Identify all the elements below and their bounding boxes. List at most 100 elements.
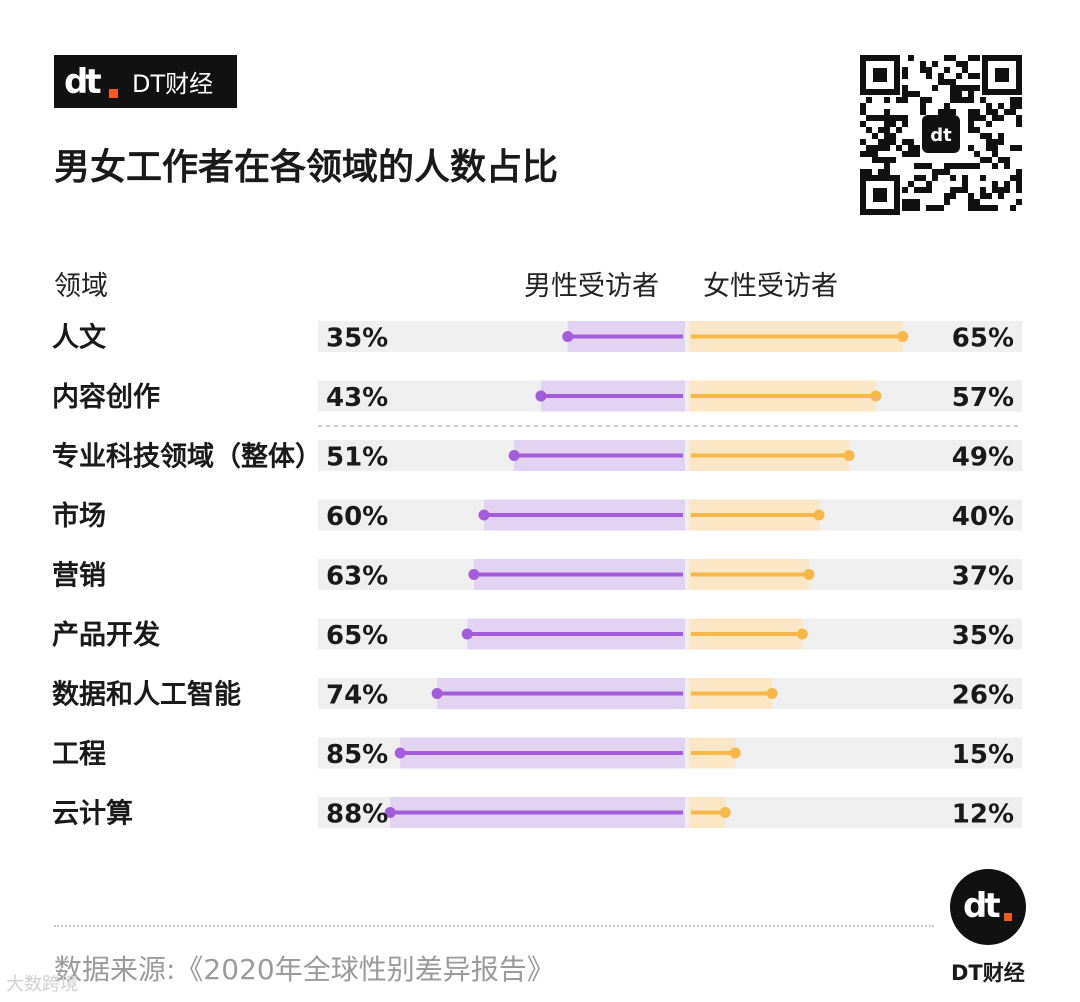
qr-module xyxy=(902,97,908,103)
qr-module xyxy=(974,127,980,133)
qr-module xyxy=(902,85,908,91)
qr-module xyxy=(950,175,956,181)
qr-module xyxy=(968,91,974,97)
qr-module xyxy=(914,175,920,181)
female-value-label: 57% xyxy=(952,383,1014,413)
category-label: 内容创作 xyxy=(52,381,160,413)
qr-module xyxy=(944,67,950,73)
qr-module xyxy=(938,73,944,79)
qr-module xyxy=(944,163,950,169)
qr-module xyxy=(884,121,890,127)
qr-module xyxy=(986,205,992,211)
qr-module xyxy=(1016,181,1022,187)
qr-module xyxy=(998,139,1004,145)
qr-module xyxy=(980,133,986,139)
qr-module xyxy=(926,163,932,169)
qr-module xyxy=(914,91,920,97)
male-header: 男性受访者 xyxy=(524,271,659,302)
qr-module xyxy=(878,115,884,121)
qr-module xyxy=(860,169,866,175)
qr-module xyxy=(986,139,992,145)
footer-logo-name: DT财经 xyxy=(951,961,1025,985)
category-label: 云计算 xyxy=(52,798,133,830)
qr-module xyxy=(902,151,908,157)
qr-module xyxy=(974,73,980,79)
qr-module xyxy=(938,109,944,115)
qr-module xyxy=(1016,145,1022,151)
qr-module xyxy=(974,199,980,205)
qr-module xyxy=(986,193,992,199)
qr-module xyxy=(1010,145,1016,151)
qr-module xyxy=(884,97,890,103)
qr-module xyxy=(1016,115,1022,121)
category-label: 专业科技领域（整体） xyxy=(52,442,322,473)
qr-module xyxy=(962,67,968,73)
qr-module xyxy=(884,169,890,175)
qr-module xyxy=(866,151,872,157)
qr-module xyxy=(878,157,884,163)
qr-module xyxy=(1010,97,1016,103)
qr-module xyxy=(914,187,920,193)
qr-module xyxy=(914,145,920,151)
qr-module xyxy=(908,151,914,157)
qr-module xyxy=(902,205,908,211)
qr-module xyxy=(950,193,956,199)
male-point xyxy=(535,390,547,402)
qr-module xyxy=(1016,199,1022,205)
qr-module xyxy=(998,187,1004,193)
qr-module xyxy=(866,169,872,175)
qr-module xyxy=(1004,163,1010,169)
qr-module xyxy=(896,97,902,103)
qr-module xyxy=(932,85,938,91)
qr-module xyxy=(932,175,938,181)
qr-code-icon: dt xyxy=(860,55,1022,215)
qr-module xyxy=(992,163,998,169)
female-point xyxy=(796,628,808,640)
qr-module xyxy=(1004,157,1010,163)
qr-module xyxy=(968,73,974,79)
qr-module xyxy=(920,187,926,193)
brand-logo: dt DT财经 xyxy=(54,55,237,108)
qr-module xyxy=(956,91,962,97)
qr-module xyxy=(878,127,884,133)
qr-module xyxy=(944,103,950,109)
qr-module xyxy=(938,205,944,211)
qr-module xyxy=(992,205,998,211)
qr-module xyxy=(968,145,974,151)
category-header: 领域 xyxy=(54,271,108,302)
category-label: 人文 xyxy=(52,322,107,354)
male-value-label: 51% xyxy=(326,443,388,473)
qr-module xyxy=(884,139,890,145)
qr-module xyxy=(992,115,998,121)
qr-module xyxy=(872,157,878,163)
qr-module xyxy=(974,151,980,157)
qr-module xyxy=(920,163,926,169)
female-value-label: 12% xyxy=(952,800,1014,830)
footer-divider xyxy=(54,925,934,927)
female-value-label: 35% xyxy=(952,621,1014,651)
qr-module xyxy=(902,73,908,79)
female-value-label: 37% xyxy=(952,562,1014,592)
qr-module xyxy=(968,97,974,103)
qr-module xyxy=(902,67,908,73)
female-point xyxy=(766,688,778,699)
qr-module xyxy=(1016,97,1022,103)
qr-module xyxy=(962,181,968,187)
qr-module xyxy=(1016,175,1022,181)
qr-module xyxy=(962,85,968,91)
male-value-label: 63% xyxy=(326,562,388,592)
qr-module xyxy=(884,115,890,121)
qr-module xyxy=(902,187,908,193)
qr-module xyxy=(974,115,980,121)
qr-module xyxy=(914,199,920,205)
category-label: 产品开发 xyxy=(52,619,160,651)
qr-module xyxy=(872,133,878,139)
qr-module xyxy=(968,205,974,211)
qr-module xyxy=(866,115,872,121)
qr-module xyxy=(914,205,920,211)
female-value-label: 49% xyxy=(952,443,1014,473)
qr-module xyxy=(950,187,956,193)
watermark-text: 大数跨境 xyxy=(6,974,78,995)
source-note: 数据来源:《2020年全球性别差异报告》 xyxy=(54,953,555,986)
female-point xyxy=(803,569,815,580)
